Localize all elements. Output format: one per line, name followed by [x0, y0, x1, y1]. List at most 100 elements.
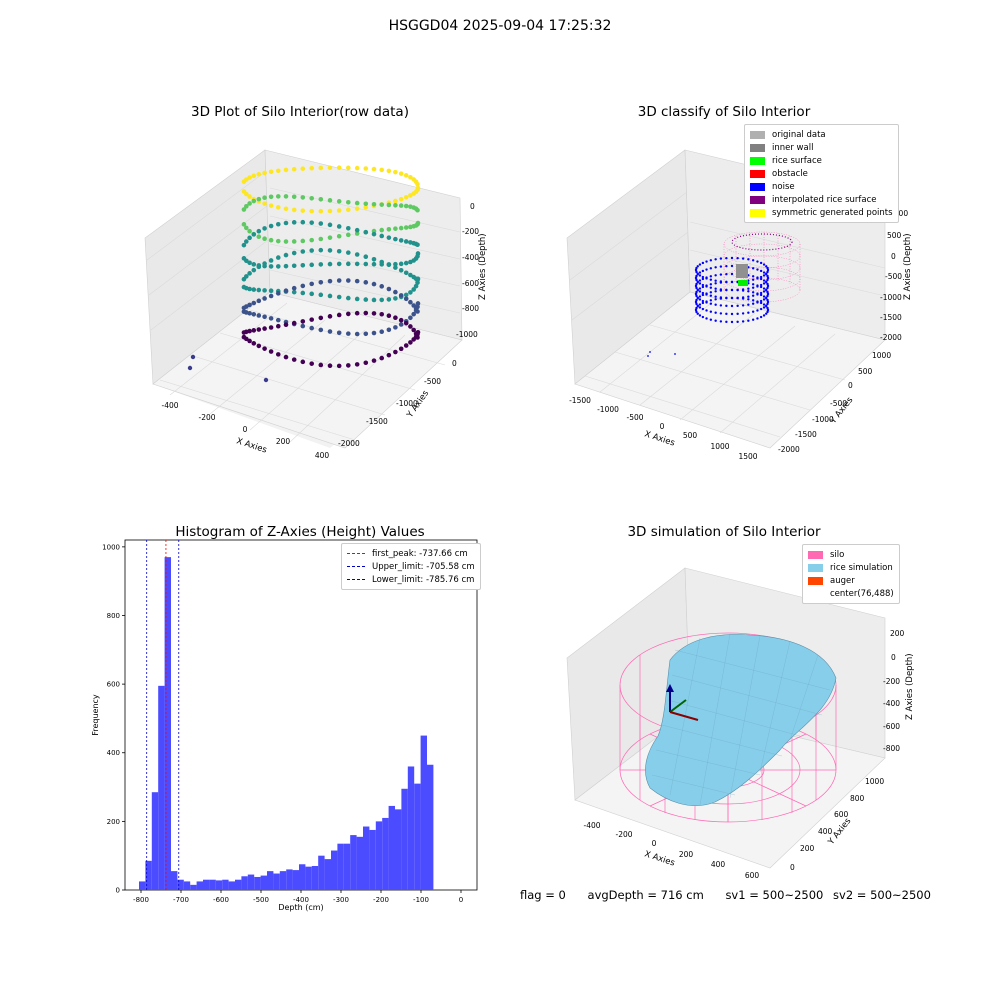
- scatter-point: [766, 306, 769, 310]
- scatter-point: [701, 275, 705, 279]
- scatter-point: [386, 297, 392, 302]
- scatter-point: [268, 264, 274, 269]
- p2-ytick: -1500: [795, 430, 817, 439]
- scatter-point: [695, 302, 698, 306]
- histogram-bar: [222, 879, 229, 890]
- scatter-point: [725, 320, 728, 324]
- scatter-point: [696, 312, 699, 315]
- scatter-point: [247, 175, 252, 180]
- p1-ztick: -600: [462, 279, 479, 288]
- scatter-point: [393, 349, 398, 355]
- scatter-point: [709, 318, 713, 321]
- scatter-point: [403, 260, 409, 266]
- scatter-point: [336, 294, 342, 300]
- scatter-point: [695, 310, 698, 314]
- scatter-point: [403, 343, 409, 348]
- p2-ztick: -1500: [880, 313, 902, 322]
- scatter-point: [714, 258, 717, 261]
- scatter-point: [765, 305, 768, 308]
- scatter-point: [736, 296, 739, 300]
- scatter-point: [719, 265, 723, 268]
- scatter-point: [371, 201, 377, 207]
- scatter-point: [379, 233, 385, 239]
- scatter-point: [751, 318, 755, 321]
- scatter-point: [309, 361, 315, 366]
- scatter-point: [714, 298, 717, 301]
- scatter-point: [247, 201, 252, 206]
- scatter-point: [247, 302, 252, 308]
- scatter-point: [309, 281, 315, 287]
- scatter-point: [403, 225, 409, 230]
- scatter-point: [403, 194, 409, 200]
- p2-ytick: 1000: [872, 351, 891, 360]
- scatter-point: [345, 199, 351, 205]
- x-tick-label: -400: [293, 896, 309, 904]
- scatter-point: [386, 286, 392, 292]
- scatter-point: [766, 270, 769, 274]
- scatter-point: [318, 315, 324, 321]
- y-tick-label: 400: [107, 749, 120, 757]
- p2-xtick: 0: [660, 422, 665, 431]
- scatter-point: [251, 287, 257, 292]
- scatter-point: [275, 317, 281, 323]
- scatter-point: [354, 261, 360, 267]
- scatter-point: [709, 302, 713, 305]
- scatter-point: [762, 279, 766, 282]
- scatter-point: [345, 295, 351, 301]
- scatter-point: [291, 320, 297, 326]
- scatter-point: [256, 234, 262, 240]
- p1-ztick: -400: [462, 253, 479, 262]
- scatter-point: [241, 207, 247, 212]
- y-tick-label: 200: [107, 818, 120, 826]
- scatter-point: [256, 327, 262, 332]
- scatter-point: [741, 257, 745, 260]
- scatter-point: [408, 193, 413, 198]
- scatter-point: [345, 232, 351, 238]
- x-tick-label: -800: [133, 896, 149, 904]
- scatter-point: [411, 337, 416, 342]
- scatter-point: [300, 219, 306, 225]
- scatter-point: [751, 302, 755, 305]
- scatter-point: [759, 315, 763, 319]
- scatter-point: [701, 299, 705, 303]
- legend-item: original data: [750, 128, 893, 141]
- histogram-bar: [305, 866, 312, 890]
- panel1-title: 3D Plot of Silo Interior(row data): [191, 104, 409, 120]
- scatter-point: [696, 273, 699, 276]
- scatter-point: [759, 275, 763, 279]
- scatter-point: [403, 296, 409, 302]
- scatter-point: [327, 363, 333, 369]
- p2-ytick: -500: [830, 399, 847, 408]
- p1-xtick: -200: [198, 413, 215, 422]
- p4-ytick: 600: [834, 810, 849, 819]
- scatter-point: [354, 296, 360, 302]
- scatter-point: [756, 276, 759, 279]
- scatter-point: [719, 281, 723, 284]
- scatter-point: [268, 203, 274, 208]
- scatter-point: [379, 355, 385, 361]
- scatter-point: [318, 327, 324, 333]
- scatter-point: [408, 259, 413, 265]
- histogram-bar: [318, 855, 325, 890]
- scatter-point: [741, 320, 745, 323]
- scatter-point: [765, 289, 768, 292]
- histogram-bar: [190, 884, 197, 890]
- scatter-point: [363, 331, 369, 337]
- p2-ztick: -1000: [880, 293, 902, 302]
- scatter-point: [698, 282, 702, 285]
- scatter-point: [379, 329, 385, 334]
- scatter-point: [327, 198, 333, 203]
- scatter-point: [291, 285, 297, 291]
- scatter-point: [283, 206, 289, 212]
- scatter-point: [268, 223, 274, 229]
- scatter-point: [393, 226, 398, 231]
- scatter-point: [262, 326, 267, 331]
- panel2-title: 3D classify of Silo Interior: [637, 104, 811, 120]
- scatter-point: [291, 207, 297, 213]
- scatter-point: [714, 266, 717, 269]
- scatter-point: [751, 294, 755, 297]
- scatter-point: [766, 276, 770, 280]
- scatter-point: [730, 296, 734, 300]
- avg-depth-text: avgDepth = 716 cm: [587, 888, 704, 902]
- scatter-point: [762, 303, 766, 306]
